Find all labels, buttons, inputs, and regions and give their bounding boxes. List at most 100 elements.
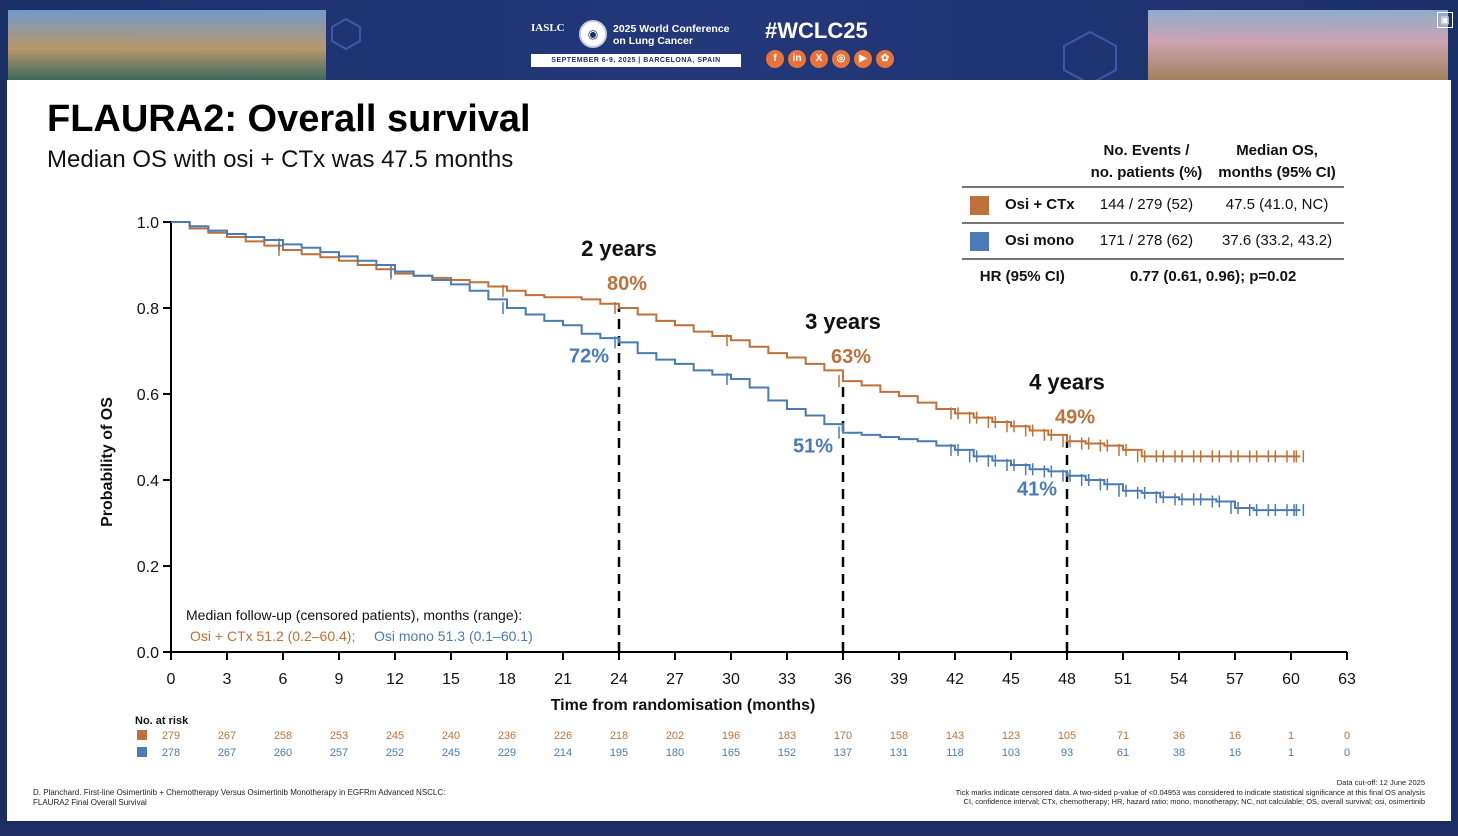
y-tick-label: 0.2 [137,559,159,576]
x-tick-label: 21 [554,671,572,688]
hr-value: 0.77 (0.61, 0.96); p=0.02 [1130,268,1297,285]
hexagon-decor-icon [331,18,361,50]
linkedin-icon[interactable]: in [788,50,806,68]
x-axis-label: Time from randomisation (months) [551,697,816,714]
at-risk-ctx-value: 226 [554,730,572,742]
x-tick-label: 51 [1114,671,1132,688]
osi-mono-swatch [970,231,989,251]
at-risk-mono-value: 61 [1117,747,1129,759]
at-risk-ctx-value: 183 [778,730,796,742]
at-risk-ctx-value: 202 [666,730,684,742]
landmark-value-mono: 41% [1017,479,1057,501]
km-survival-chart: 0.00.20.40.60.81.00 3 6 9 12 15 18 21 24 27 30 33 36… [99,215,1356,759]
at-risk-mono-value: 278 [162,747,180,759]
x-tick-label: 3 [223,671,232,688]
y-tick-label: 0.4 [137,473,159,490]
at-risk-mono-value: 1 [1288,747,1294,759]
landmark-value-mono: 72% [569,345,609,367]
summary-table: No. Events / no. patients (%) Median OS,… [962,138,1344,294]
at-risk-mono-value: 152 [778,747,796,759]
at-risk-ctx-value: 245 [386,730,404,742]
at-risk-mono-swatch [137,747,147,757]
hr-row: HR (95% CI) 0.77 (0.61, 0.96); p=0.02 [962,259,1344,294]
followup-title: Median follow-up (censored patients), mo… [186,607,522,623]
x-tick-label: 54 [1170,671,1188,688]
at-risk-mono-value: 195 [610,747,628,759]
at-risk-mono-value: 214 [554,747,572,759]
youtube-icon[interactable]: ▶ [854,50,872,68]
at-risk-mono-value: 260 [274,747,292,759]
at-risk-mono-value: 131 [890,747,908,759]
arm-label: Osi mono [1005,232,1075,249]
hexagon-decor-icon [1063,30,1117,80]
x-tick-label: 57 [1226,671,1244,688]
at-risk-mono-value: 245 [442,747,460,759]
arm-label: Osi + CTx [1005,196,1075,213]
x-tick-label: 9 [335,671,344,688]
at-risk-mono-value: 93 [1061,747,1073,759]
slide: FLAURA2: Overall survival Median OS with… [7,80,1451,821]
x-icon[interactable]: X [810,50,828,68]
conference-title: 2025 World Conference on Lung Cancer [613,23,730,47]
social-icons: f in X ◎ ▶ ✿ [766,50,894,68]
at-risk-ctx-value: 258 [274,730,292,742]
landmark-label: 4 years [1029,369,1105,394]
header-median: Median OS, months (95% CI) [1218,142,1336,181]
wechat-icon[interactable]: ✿ [876,50,894,68]
landmark-value-ctx: 49% [1055,406,1095,428]
at-risk-ctx-value: 170 [834,730,852,742]
barcelona-park-photo [8,10,326,80]
conference-dates: SEPTEMBER 6-9, 2025 | BARCELONA, SPAIN [531,54,741,67]
at-risk-mono-value: 16 [1229,747,1241,759]
x-tick-label: 48 [1058,671,1076,688]
citation: D. Planchard. First-line Osimertinib + C… [33,788,446,807]
at-risk-ctx-value: 1 [1288,730,1294,742]
at-risk-ctx-value: 279 [162,730,180,742]
y-tick-label: 0.8 [137,301,159,318]
at-risk-ctx-value: 253 [330,730,348,742]
at-risk-mono-value: 180 [666,747,684,759]
at-risk-label: No. at risk [135,715,189,727]
iaslc-logo: IASLC [531,22,565,34]
table-row: Osi mono 171 / 278 (62) 37.6 (33.2, 43.2… [962,222,1344,260]
footnotes: Data cut-off: 12 June 2025 Tick marks in… [955,778,1425,806]
at-risk-mono-value: 252 [386,747,404,759]
at-risk-ctx-value: 158 [890,730,908,742]
facebook-icon[interactable]: f [766,50,784,68]
at-risk-ctx-value: 71 [1117,730,1129,742]
x-tick-label: 0 [167,671,176,688]
at-risk-ctx-swatch [137,730,147,740]
y-tick-label: 0.0 [137,645,159,662]
followup-ctx: Osi + CTx 51.2 (0.2–60.4); [190,628,355,644]
km-curve-osi_ctx [171,221,1301,458]
at-risk-ctx-value: 123 [1002,730,1020,742]
conference-logo: IASLC ◉ 2025 World Conference on Lung Ca… [531,20,743,68]
y-tick-label: 1.0 [137,215,159,232]
x-tick-label: 42 [946,671,964,688]
at-risk-ctx-value: 218 [610,730,628,742]
x-tick-label: 30 [722,671,740,688]
conference-hashtag: #WCLC25 [765,18,868,43]
at-risk-mono-value: 0 [1344,747,1350,759]
events-cell: 171 / 278 (62) [1082,222,1211,260]
at-risk-ctx-value: 0 [1344,730,1350,742]
x-tick-label: 12 [386,671,404,688]
at-risk-ctx-value: 143 [946,730,964,742]
instagram-icon[interactable]: ◎ [832,50,850,68]
at-risk-mono-value: 165 [722,747,740,759]
at-risk-ctx-value: 36 [1173,730,1185,742]
y-tick-label: 0.6 [137,387,159,404]
at-risk-ctx-value: 16 [1229,730,1241,742]
at-risk-mono-value: 257 [330,747,348,759]
x-tick-label: 63 [1338,671,1356,688]
slide-title: FLAURA2: Overall survival [47,98,531,140]
at-risk-mono-value: 103 [1002,747,1020,759]
corner-icon[interactable]: ▣ [1437,12,1453,28]
slide-subtitle: Median OS with osi + CTx was 47.5 months [47,146,514,173]
landmark-value-ctx: 80% [607,273,647,295]
landmark-value-ctx: 63% [831,346,871,368]
conference-banner: IASLC ◉ 2025 World Conference on Lung Ca… [0,0,1458,80]
at-risk-mono-value: 229 [498,747,516,759]
median-cell: 37.6 (33.2, 43.2) [1210,222,1344,260]
sagrada-familia-photo [1148,10,1448,80]
